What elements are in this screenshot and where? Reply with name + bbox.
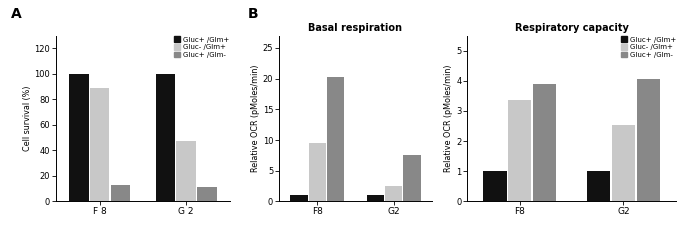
Bar <box>291 195 308 201</box>
Title: Respiratory capacity: Respiratory capacity <box>514 23 629 33</box>
Bar <box>508 100 531 201</box>
Bar <box>155 74 175 201</box>
Bar <box>90 88 109 201</box>
Bar <box>612 124 635 201</box>
Bar <box>309 143 326 201</box>
Y-axis label: Cell survival (%): Cell survival (%) <box>23 86 31 151</box>
Bar <box>385 186 402 201</box>
Y-axis label: Relative OCR (pMoles/min): Relative OCR (pMoles/min) <box>444 65 453 172</box>
Bar <box>403 155 420 201</box>
Y-axis label: Relative OCR (pMoles/min): Relative OCR (pMoles/min) <box>251 65 260 172</box>
Text: A: A <box>10 7 21 21</box>
Bar <box>111 185 130 201</box>
Text: B: B <box>247 7 258 21</box>
Bar <box>636 79 660 201</box>
Bar <box>483 171 507 201</box>
Bar <box>197 187 217 201</box>
Title: Basal respiration: Basal respiration <box>309 23 402 33</box>
Bar <box>176 141 196 201</box>
Bar <box>327 77 344 201</box>
Bar <box>533 84 556 201</box>
Bar <box>69 74 89 201</box>
Legend: Gluc+ /Glm+, Gluc- /Glm+, Gluc+ /Glm-: Gluc+ /Glm+, Gluc- /Glm+, Gluc+ /Glm- <box>174 36 230 59</box>
Legend: Gluc+ /Glm+, Gluc- /Glm+, Gluc+ /Glm-: Gluc+ /Glm+, Gluc- /Glm+, Gluc+ /Glm- <box>620 36 677 59</box>
Bar <box>587 171 611 201</box>
Bar <box>367 195 384 201</box>
